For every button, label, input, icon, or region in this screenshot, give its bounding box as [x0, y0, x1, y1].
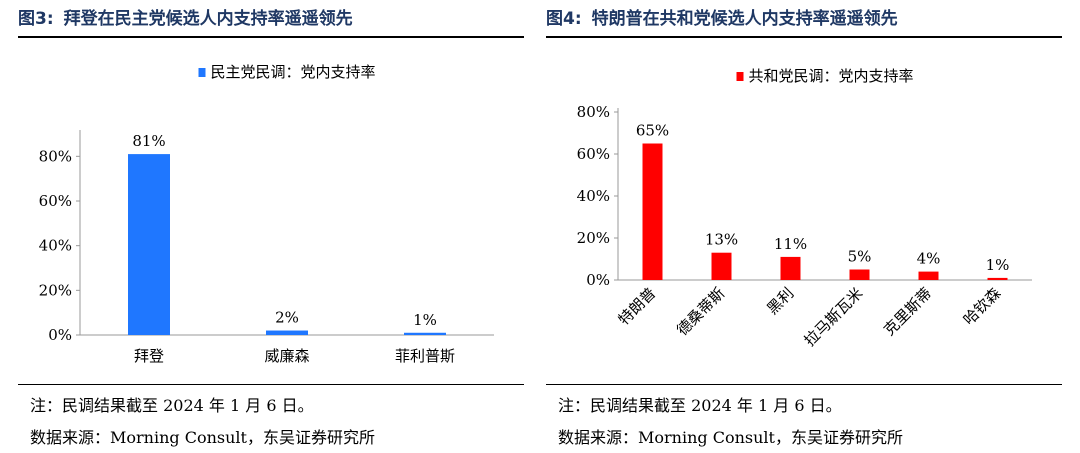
legend-label: 共和党民调：党内支持率 [748, 67, 913, 85]
figure-4-panel: 图4: 特朗普在共和党候选人内支持率遥遥领先 共和党民调：党内支持率 0% 20% 40… [546, 0, 1062, 453]
data-label: 2% [275, 309, 299, 327]
y-tick-label: 40% [39, 237, 72, 255]
data-label: 65% [636, 122, 669, 140]
x-category-label: 拉马斯瓦米 [801, 284, 867, 350]
figure-4-label: 图4: [546, 9, 582, 29]
y-tick-label: 20% [577, 229, 610, 247]
bar [642, 143, 663, 280]
figure-3-label: 图3: [18, 9, 54, 29]
figure-4-title: 图4: 特朗普在共和党候选人内支持率遥遥领先 [546, 6, 898, 32]
x-category-label: 德桑蒂斯 [673, 284, 728, 339]
data-label: 81% [132, 132, 165, 150]
y-tick-label: 60% [577, 145, 610, 163]
data-label: 1% [413, 311, 437, 329]
y-tick-label: 80% [577, 103, 610, 121]
x-category-label: 特朗普 [615, 284, 660, 329]
y-tick-label: 80% [39, 147, 72, 165]
x-category-label: 菲利普斯 [395, 347, 455, 365]
y-tick-label: 60% [39, 192, 72, 210]
legend-swatch [736, 72, 744, 81]
figure-4-note: 注：民调结果截至 2024 年 1 月 6 日。 [558, 396, 842, 415]
bar [780, 256, 801, 280]
figure-3-note: 注：民调结果截至 2024 年 1 月 6 日。 [30, 396, 314, 415]
y-tick-label: 40% [577, 187, 610, 205]
bar [987, 277, 1008, 280]
legend-swatch [198, 68, 206, 77]
x-category-label: 威廉森 [264, 347, 309, 365]
y-tick-label: 0% [48, 326, 72, 344]
data-label: 1% [986, 256, 1010, 274]
data-label: 13% [705, 231, 738, 249]
figure-4-bottom-rule [546, 384, 1062, 385]
figure-4-source: 数据来源：Morning Consult，东吴证券研究所 [558, 428, 903, 447]
legend-label: 民主党民调：党内支持率 [210, 63, 375, 81]
figure-4-title-text: 特朗普在共和党候选人内支持率遥遥领先 [591, 9, 898, 29]
y-tick-label: 0% [586, 271, 610, 289]
republican-poll-chart: 共和党民调：党内支持率 0% 20% 40% 60% 80% 65% 特朗普 13% 德桑蒂斯 11… [577, 67, 1032, 350]
figure-3-title: 图3: 拜登在民主党候选人内支持率遥遥领先 [18, 6, 353, 32]
x-category-label: 克里斯蒂 [880, 284, 935, 339]
x-category-label: 黑利 [763, 284, 797, 318]
y-tick-label: 20% [39, 281, 72, 299]
data-label: 5% [848, 248, 872, 266]
figure-3-top-rule [18, 36, 524, 38]
bar [404, 332, 446, 335]
bar [711, 252, 732, 280]
figure-3-title-text: 拜登在民主党候选人内支持率遥遥领先 [63, 9, 353, 29]
figure-3-bottom-rule [18, 384, 524, 385]
bar [128, 154, 170, 335]
x-category-label: 哈钦森 [960, 284, 1005, 329]
bar [918, 271, 939, 280]
data-label: 11% [774, 235, 807, 253]
figure-4-top-rule [546, 36, 1062, 38]
bar [266, 330, 308, 335]
bar [849, 269, 870, 280]
figure-3-panel: 图3: 拜登在民主党候选人内支持率遥遥领先 民主党民调：党内支持率 0% 20% 40%… [18, 0, 524, 453]
figure-3-source: 数据来源：Morning Consult，东吴证券研究所 [30, 428, 375, 447]
data-label: 4% [917, 250, 941, 268]
x-category-label: 拜登 [134, 347, 164, 365]
democrat-poll-chart: 民主党民调：党内支持率 0% 20% 40% 60% 80% 81% 拜登 2% 威廉森 1% 菲利普… [39, 63, 494, 365]
